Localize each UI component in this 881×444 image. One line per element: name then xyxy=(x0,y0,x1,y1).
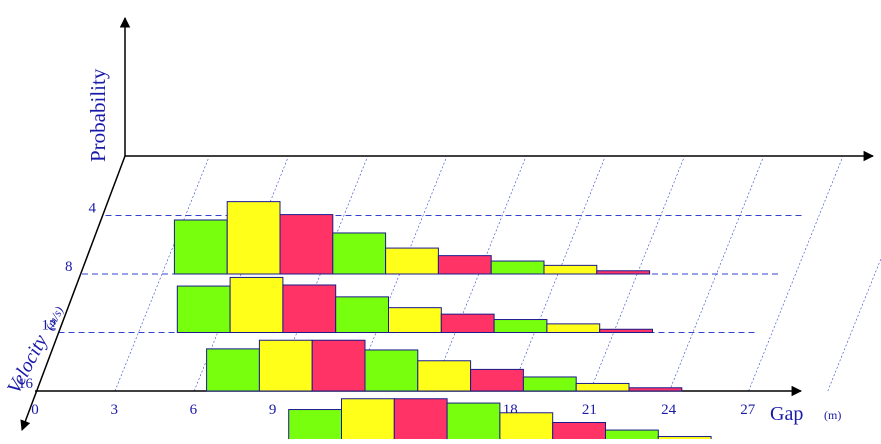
bar-v12-bin0 xyxy=(206,348,260,392)
bar-v4-bin2 xyxy=(279,214,334,275)
bar-v4-bin4 xyxy=(385,247,439,275)
velocity-axis xyxy=(20,155,126,431)
bar-v12-bin8 xyxy=(628,387,683,392)
bar-v8-bin3 xyxy=(335,296,390,333)
bar-v8-bin4 xyxy=(388,307,442,334)
bar-v16-bin6 xyxy=(605,429,659,444)
bar-v8-bin6 xyxy=(493,319,548,334)
y-tick-label: 4 xyxy=(89,201,97,217)
bar-v16-bin5 xyxy=(552,422,607,444)
bar-v16-bin2 xyxy=(393,398,448,444)
bar-v12-bin6 xyxy=(522,376,577,392)
bar-v12-bin2 xyxy=(311,339,366,392)
bar-v12-bin4 xyxy=(417,360,472,392)
bar-v12-bin3 xyxy=(364,349,419,392)
bar-v16-bin3 xyxy=(446,402,501,444)
bar-layer xyxy=(173,201,712,444)
bar-v4-bin6 xyxy=(490,260,545,275)
x-tick-label: 9 xyxy=(269,402,277,418)
x-tick-label: 3 xyxy=(110,402,118,418)
x-tick-label: 6 xyxy=(190,402,198,418)
x-tick-label: 0 xyxy=(31,402,39,418)
bar-v12-bin7 xyxy=(575,382,630,392)
bar-v16-bin0 xyxy=(288,409,343,444)
y-axis-label-text: Velocity xyxy=(3,331,52,397)
bar-v4-bin3 xyxy=(332,232,387,275)
x-tick-label: 24 xyxy=(661,402,677,418)
y-tick-label: 16 xyxy=(18,376,34,392)
bar-v4-bin7 xyxy=(543,264,598,275)
bar-v4-bin8 xyxy=(596,270,651,275)
bar-v4-bin5 xyxy=(437,255,492,275)
y-axis-unit: (m/s) xyxy=(42,304,66,332)
bar-v8-bin2 xyxy=(282,284,337,334)
bar-v8-bin7 xyxy=(546,323,601,333)
bar-v8-bin8 xyxy=(599,328,654,334)
bar-v4-bin1 xyxy=(226,201,281,275)
bar-v12-bin1 xyxy=(258,339,313,392)
y-tick-label: 12 xyxy=(42,318,57,334)
bar-v16-bin4 xyxy=(499,412,554,444)
bar-v8-bin1 xyxy=(229,276,284,334)
x-axis-label: Gap xyxy=(770,403,803,425)
bar-v4-bin0 xyxy=(173,219,228,275)
x-tick-label: 27 xyxy=(740,402,756,418)
y-tick-label: 8 xyxy=(65,259,73,275)
y-axis-label: Velocity (m/s) xyxy=(3,301,68,397)
x-axis-unit: (m) xyxy=(824,408,841,422)
x-tick-label: 21 xyxy=(582,402,597,418)
gap-gridline xyxy=(827,257,881,392)
bar-v8-bin0 xyxy=(176,285,231,333)
bar-v8-bin5 xyxy=(440,313,495,334)
bar-v12-bin5 xyxy=(470,368,524,392)
z-axis-label: Probability xyxy=(86,68,110,162)
bar-v16-bin1 xyxy=(341,398,395,444)
